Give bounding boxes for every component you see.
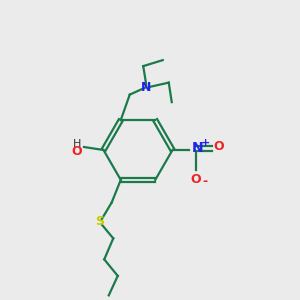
Text: N: N xyxy=(141,81,152,94)
Text: N: N xyxy=(191,142,203,155)
Text: +: + xyxy=(200,138,210,148)
Text: O: O xyxy=(190,173,201,186)
Text: O: O xyxy=(72,145,83,158)
Text: -: - xyxy=(202,175,207,188)
Text: H: H xyxy=(73,139,82,149)
Text: O: O xyxy=(213,140,224,154)
Text: S: S xyxy=(95,215,104,228)
